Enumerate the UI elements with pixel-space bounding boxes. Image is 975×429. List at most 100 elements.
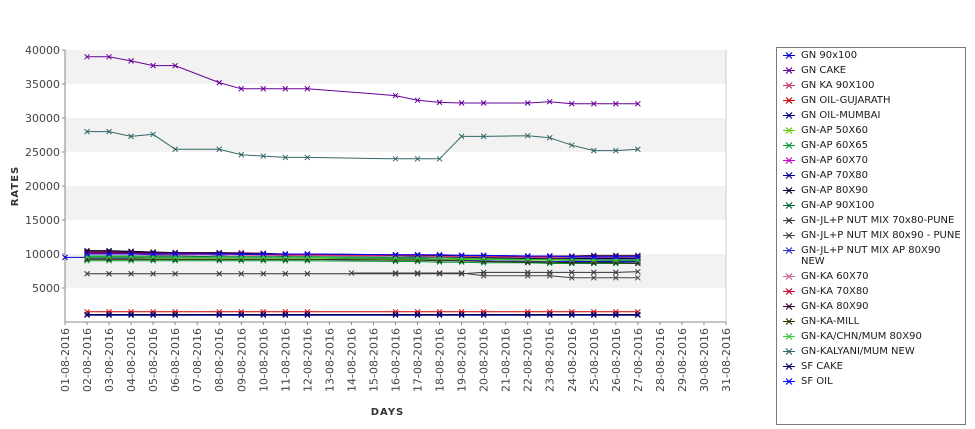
series-21-point [612, 253, 619, 260]
series-11-point [304, 270, 311, 277]
x-axis-title: DAYS [371, 407, 405, 418]
series-19-point [392, 155, 399, 162]
y-tick-label: 10000 [25, 248, 60, 261]
series-19-point [612, 147, 619, 154]
series-19-point [128, 133, 134, 140]
series-1-point [260, 85, 267, 92]
y-tick-label: 30000 [25, 112, 60, 125]
series-11-point [590, 269, 597, 276]
x-tick-label: 25-08-2016 [588, 328, 601, 392]
series-21-point [304, 251, 311, 257]
legend-label: GN-AP 70X80 [801, 170, 868, 181]
legend-item: SF OIL [777, 374, 965, 389]
series-21-point [524, 253, 531, 259]
x-tick-label: 09-08-2016 [235, 328, 248, 392]
legend-marker-icon [783, 155, 795, 166]
series-12-point [414, 270, 421, 276]
legend-item: GN-AP 60X70 [777, 153, 965, 168]
legend-item: GN CAKE [777, 63, 965, 78]
series-21-point [282, 251, 289, 257]
x-tick-label: 17-08-2016 [412, 328, 425, 392]
legend-label: GN CAKE [801, 65, 847, 76]
y-tick-label: 35000 [25, 78, 60, 91]
series-11-point [84, 270, 90, 277]
x-tick-label: 03-08-2016 [103, 328, 116, 392]
series-1-point [84, 53, 90, 60]
legend-item: SF CAKE [777, 359, 965, 374]
legend-item: GN KA 90X100 [777, 78, 965, 93]
series-21-point [172, 251, 179, 257]
legend-marker-icon [783, 80, 795, 91]
legend-label: GN-JL+P NUT MIX 80x90 - PUNE [801, 230, 961, 241]
legend-label: GN-KA 80X90 [801, 301, 869, 312]
x-tick-label: 07-08-2016 [191, 328, 204, 392]
legend-marker-icon [783, 376, 795, 387]
series-1-point [546, 98, 553, 105]
legend-label: GN-KA 60X70 [801, 271, 869, 282]
x-tick-label: 22-08-2016 [522, 328, 535, 392]
series-12-line [351, 272, 638, 279]
legend-marker-icon [783, 301, 795, 312]
series-19-point [106, 128, 112, 135]
series-20-point [260, 311, 267, 318]
legend-label: SF OIL [801, 376, 833, 387]
legend-label: GN-AP 80X90 [801, 185, 868, 196]
series-1-point [238, 85, 245, 92]
series-20-point [524, 311, 531, 318]
legend-marker-icon [783, 50, 795, 61]
series-11-point [635, 268, 641, 275]
legend-marker-icon [783, 245, 795, 256]
series-1-point [282, 85, 289, 92]
series-19-point [458, 133, 465, 140]
series-11-point [612, 269, 619, 276]
x-tick-label: 08-08-2016 [213, 328, 226, 392]
series-19-point [172, 146, 179, 153]
x-tick-label: 18-08-2016 [434, 328, 447, 392]
series-21-point [568, 253, 575, 260]
series-19-point [414, 155, 421, 162]
legend-label: GN-AP 90X100 [801, 200, 875, 211]
x-tick-label: 12-08-2016 [301, 328, 314, 392]
series-19-point [436, 155, 443, 162]
legend-item: GN-KA 70X80 [777, 284, 965, 299]
legend-marker-icon [783, 331, 795, 342]
grid-band [65, 50, 726, 84]
series-20-point [590, 311, 597, 318]
y-axis-title: RATES [10, 166, 21, 207]
x-tick-label: 23-08-2016 [544, 328, 557, 392]
x-tick-label: 21-08-2016 [500, 328, 513, 392]
series-11-point [216, 270, 223, 277]
legend-label: GN-KA 70X80 [801, 286, 869, 297]
series-21-point [436, 251, 443, 258]
series-11-point [568, 269, 575, 276]
y-tick-label: 15000 [25, 214, 60, 227]
legend-item: GN-KA 60X70 [777, 269, 965, 284]
series-12-point [612, 274, 619, 281]
legend-label: GN OIL-MUMBAI [801, 110, 881, 121]
legend-item: GN-KALYANI/MUM NEW [777, 344, 965, 359]
legend-item: GN-JL+P NUT MIX 80x90 - PUNE [777, 228, 965, 243]
series-20-point [106, 311, 112, 318]
series-21-point [128, 251, 134, 257]
series-1-point [480, 100, 487, 106]
series-20-point [458, 311, 465, 318]
x-tick-label: 11-08-2016 [279, 328, 292, 392]
grid-band [65, 186, 726, 220]
x-tick-label: 01-08-2016 [59, 328, 72, 392]
series-19-point [568, 142, 575, 149]
x-tick-label: 29-08-2016 [676, 328, 689, 392]
series-12-point [568, 274, 575, 281]
legend-label: GN KA 90X100 [801, 80, 875, 91]
series-12-point [524, 272, 531, 279]
series-19-point [590, 147, 597, 154]
x-tick-label: 14-08-2016 [345, 328, 358, 392]
series-19-point [282, 154, 289, 161]
series-21-point [84, 251, 90, 257]
x-tick-label: 05-08-2016 [147, 328, 160, 392]
series-20-point [414, 311, 421, 318]
series-19-point [216, 146, 223, 153]
series-0-point [62, 254, 68, 261]
legend-marker-icon [783, 185, 795, 196]
legend-marker-icon [783, 286, 795, 297]
x-tick-label: 13-08-2016 [323, 328, 336, 392]
